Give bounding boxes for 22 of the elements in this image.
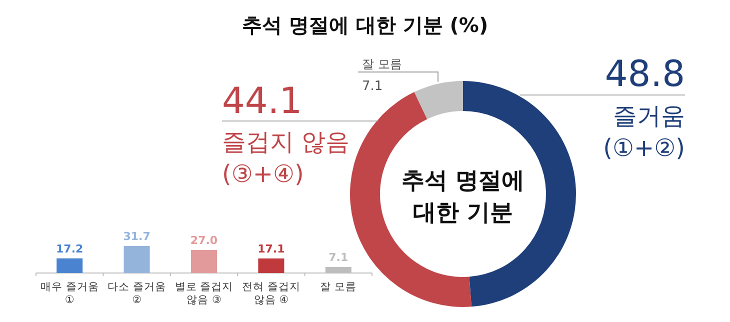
data-label: 17.2 xyxy=(56,242,84,256)
x-tick-label: 잘 모름 xyxy=(320,281,357,293)
text: 추석 명절에 대한 기분 xyxy=(401,168,525,226)
data-label: 27.0 xyxy=(190,234,218,248)
data-label: 31.7 xyxy=(123,230,150,243)
bar xyxy=(56,258,83,273)
data-label: 7.1 xyxy=(362,79,383,94)
data-label: 7.1 xyxy=(328,250,348,264)
data-label: 48.8 xyxy=(604,54,685,95)
bar xyxy=(191,250,217,273)
chart-title: 추석 명절에 대한 기분 (%) xyxy=(242,13,488,37)
x-tick-label: 별로 즐겁지 않음 ③ xyxy=(174,281,234,306)
bar xyxy=(258,258,284,273)
x-tick-label: 전혀 즐겁지 않음 ④ xyxy=(242,281,300,306)
slice-label: 잘 모름 xyxy=(362,57,402,71)
x-tick-label: 매우 즐거움 ① xyxy=(40,281,99,306)
slice-label: 즐겁지 않음 (③+④) xyxy=(222,128,350,188)
data-label: 44.1 xyxy=(222,81,302,122)
data-label: 17.1 xyxy=(258,242,285,256)
slice-label: 즐거움 (①+②) xyxy=(603,102,685,162)
bar xyxy=(124,246,150,273)
x-tick-label: 다소 즐거움 ② xyxy=(108,281,166,306)
